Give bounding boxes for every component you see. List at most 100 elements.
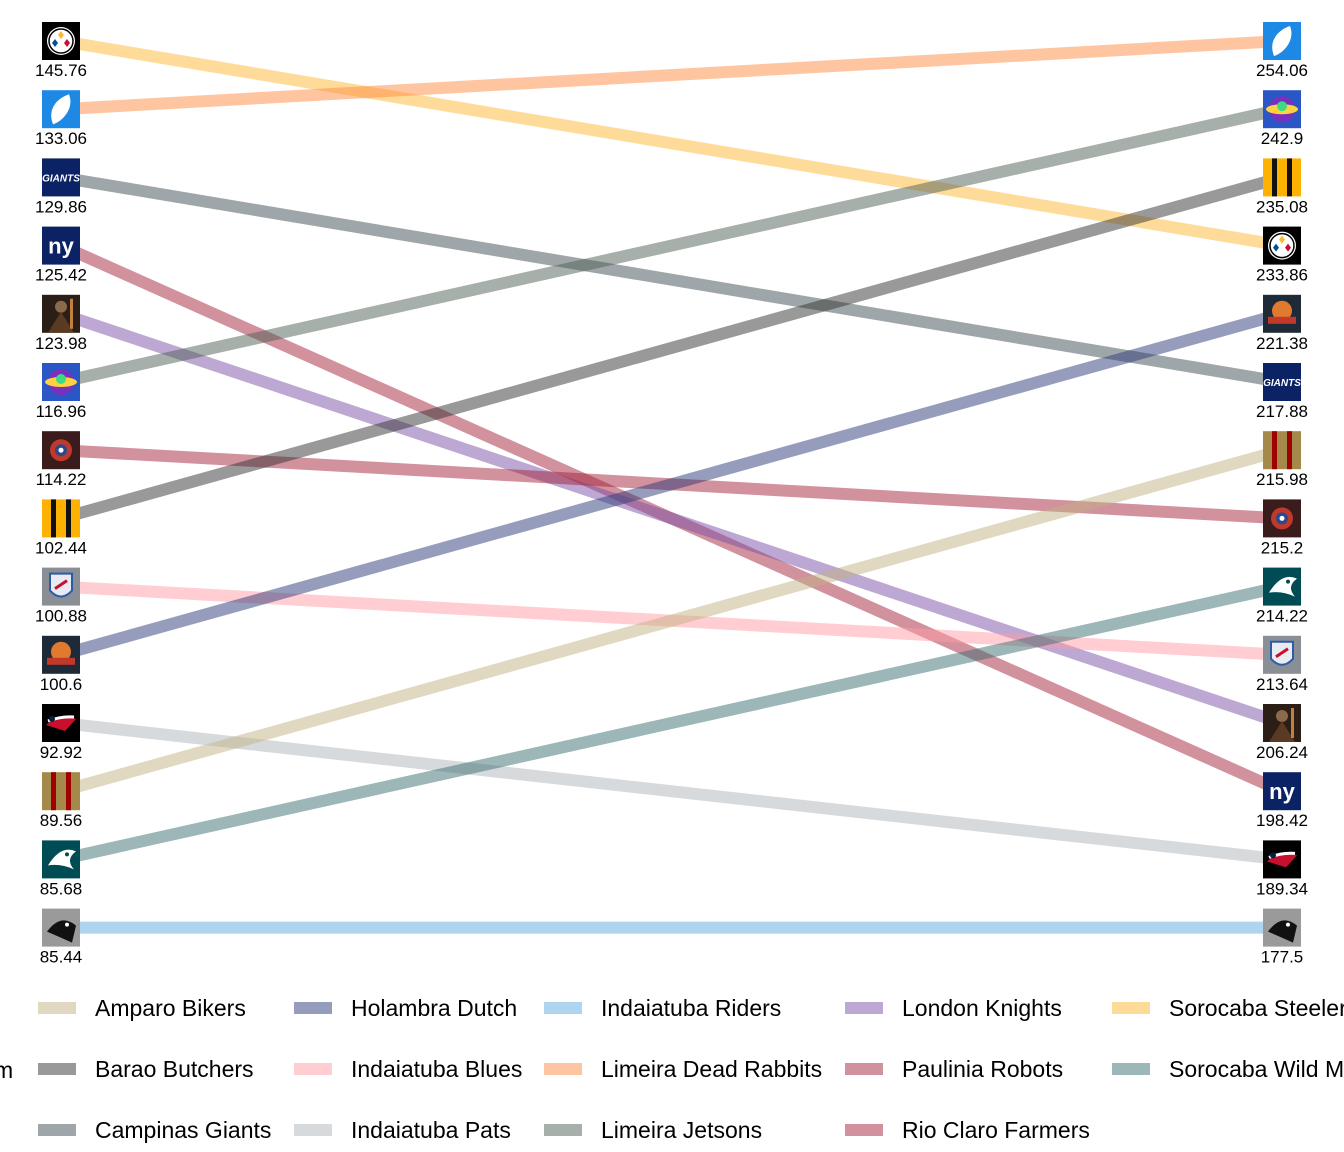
holambra-dutch-icon [42, 635, 80, 674]
legend-swatch [544, 1063, 582, 1075]
start-point-sorocaba-steelers: 145.76 [35, 22, 87, 80]
legend-label: Barao Butchers [95, 1056, 254, 1082]
end-value-label: 213.64 [1256, 675, 1308, 694]
start-value-label: 129.86 [35, 197, 87, 216]
jetsons-icon [42, 363, 80, 401]
panther-icon [42, 908, 80, 947]
legend-label: Holambra Dutch [351, 995, 517, 1021]
legend-label: Limeira Dead Rabbits [601, 1056, 822, 1082]
start-point-paulinia-robots: 114.22 [36, 431, 86, 489]
legend-swatch [1112, 1063, 1150, 1075]
legend-swatch [845, 1002, 883, 1014]
giants-wordmark-icon: GIANTS [42, 158, 80, 197]
start-value-label: 85.44 [40, 948, 83, 967]
legend-swatch [38, 1002, 76, 1014]
start-value-label: 100.88 [35, 607, 87, 626]
end-point-paulinia-robots: 215.2 [1261, 499, 1304, 557]
start-point-amparo-bikers: 89.56 [40, 772, 83, 830]
end-value-label: 221.38 [1256, 334, 1308, 353]
end-value-label: 217.88 [1256, 402, 1308, 421]
red-gold-stripes-icon [42, 772, 80, 811]
panther-icon [1263, 908, 1301, 947]
start-value-label: 125.42 [35, 266, 87, 285]
slope-lines [58, 35, 1285, 934]
end-point-limeira-jetsons: 242.9 [1261, 90, 1303, 148]
end-point-rio-claro-farmers: ny 198.42 [1256, 772, 1308, 830]
legend-label: Indaiatuba Pats [351, 1117, 511, 1143]
series-line-holambra-dutch [59, 308, 1284, 661]
legend-item-sorocaba-steelers: Sorocaba Steelers [1112, 995, 1344, 1021]
start-point-indaiatuba-riders: 85.44 [40, 908, 83, 967]
legend-label: Limeira Jetsons [601, 1117, 762, 1143]
red-gold-stripes-icon [1263, 431, 1301, 470]
ny-monogram-icon: ny [42, 226, 80, 265]
legend-swatch [845, 1124, 883, 1136]
start-value-label: 92.92 [40, 743, 83, 762]
legend-swatch [38, 1063, 76, 1075]
end-value-label: 235.08 [1256, 197, 1308, 216]
end-point-campinas-giants: GIANTS 217.88 [1256, 363, 1308, 421]
jetsons-icon [1263, 90, 1301, 129]
legend-label: Rio Claro Farmers [902, 1117, 1090, 1143]
holambra-dutch-icon [1263, 294, 1301, 333]
legend-label: Campinas Giants [95, 1117, 271, 1143]
blues-shield-icon [42, 567, 80, 606]
legend-label: Amparo Bikers [95, 995, 246, 1021]
legend-item-limeira-dead-rabbits: Limeira Dead Rabbits [544, 1056, 822, 1082]
end-point-sorocaba-wild-mustangs: 214.22 [1256, 567, 1308, 626]
legend-item-rio-claro-farmers: Rio Claro Farmers [845, 1117, 1090, 1143]
ny-monogram-icon: ny [1263, 772, 1301, 811]
end-value-label: 215.98 [1256, 470, 1308, 489]
start-point-holambra-dutch: 100.6 [40, 635, 82, 694]
start-column: 145.76 133.06 GIANTS 129.86 ny 125.42 123.98 11… [35, 22, 87, 967]
series-line-limeira-jetsons [59, 103, 1284, 388]
series-line-limeira-dead-rabbits [60, 35, 1283, 116]
legend-item-campinas-giants: Campinas Giants [38, 1117, 271, 1143]
start-value-label: 123.98 [35, 334, 87, 353]
end-value-label: 254.06 [1256, 61, 1308, 80]
series-line-sorocaba-steelers [60, 35, 1283, 252]
blues-shield-icon [1263, 635, 1301, 674]
start-point-london-knights: 123.98 [35, 294, 87, 353]
legend-label: Paulinia Robots [902, 1056, 1063, 1082]
end-point-indaiatuba-pats: 189.34 [1256, 840, 1308, 898]
patriots-icon [1263, 840, 1301, 879]
end-point-limeira-dead-rabbits: 254.06 [1256, 22, 1308, 80]
end-value-label: 215.2 [1261, 538, 1304, 557]
start-point-limeira-jetsons: 116.96 [36, 363, 87, 421]
start-point-indaiatuba-blues: 100.88 [35, 567, 87, 626]
legend-swatch [294, 1002, 332, 1014]
legend-item-indaiatuba-blues: Indaiatuba Blues [294, 1056, 522, 1082]
series-line-barao-butchers [59, 171, 1284, 525]
series-line-campinas-giants [60, 171, 1283, 388]
robot-icon [42, 431, 80, 470]
start-point-sorocaba-wild-mustangs: 85.68 [40, 840, 83, 898]
start-value-label: 116.96 [36, 402, 87, 421]
end-point-barao-butchers: 235.08 [1256, 158, 1308, 216]
patriots-icon [42, 704, 80, 742]
end-point-indaiatuba-blues: 213.64 [1256, 635, 1308, 694]
white-feather-icon [42, 90, 80, 129]
start-value-label: 145.76 [35, 61, 87, 80]
legend-label: Sorocaba Steelers [1169, 995, 1344, 1021]
series-line-amparo-bikers [59, 444, 1284, 797]
start-value-label: 85.68 [40, 879, 83, 898]
legend-item-paulinia-robots: Paulinia Robots [845, 1056, 1063, 1082]
legend-item-indaiatuba-riders: Indaiatuba Riders [544, 995, 781, 1021]
end-point-holambra-dutch: 221.38 [1256, 294, 1308, 353]
legend-swatch [544, 1124, 582, 1136]
steelers-icon [1263, 226, 1301, 265]
legend-label: Indaiatuba Riders [601, 995, 781, 1021]
start-value-label: 133.06 [35, 129, 87, 148]
legend: m Amparo Bikers Barao Butchers Campinas Gia… [0, 995, 1344, 1143]
start-point-barao-butchers: 102.44 [35, 499, 87, 557]
legend-title: m [0, 1057, 13, 1083]
start-value-label: 89.56 [40, 811, 83, 830]
yellow-black-stripes-icon [1263, 158, 1301, 197]
legend-swatch [294, 1124, 332, 1136]
end-point-sorocaba-steelers: 233.86 [1256, 226, 1308, 285]
legend-item-london-knights: London Knights [845, 995, 1062, 1021]
start-point-campinas-giants: GIANTS 129.86 [35, 158, 87, 216]
end-value-label: 206.24 [1256, 743, 1308, 762]
dark-knight-icon [42, 294, 80, 333]
